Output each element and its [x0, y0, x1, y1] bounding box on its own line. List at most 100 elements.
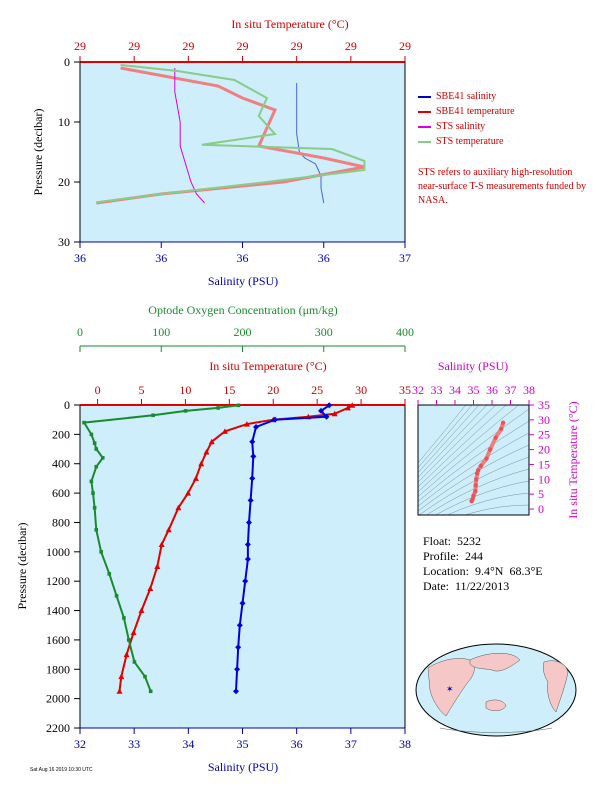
temperature-point — [118, 673, 125, 680]
density-contour — [464, 504, 529, 515]
salinity-point — [323, 413, 330, 420]
ts-point — [478, 463, 484, 469]
y-tick-label: 1800 — [46, 662, 70, 676]
density-contour — [418, 456, 529, 515]
temperature-point — [123, 651, 130, 658]
x-tick-label: 37 — [345, 737, 357, 751]
ts-x-tick-label: 37 — [505, 383, 517, 397]
temperature-point — [154, 563, 161, 569]
temp-tick-label: 25 — [311, 383, 323, 397]
density-contour — [418, 444, 529, 512]
footer-timestamp: Sat Aug 16 2019 10:30 UTC — [30, 767, 93, 773]
ts-temperature-title: In situ Temperature (°C) — [566, 401, 580, 518]
legend-swatch-sbe41-salinity — [418, 95, 431, 98]
oxygen-point — [122, 616, 126, 620]
temp-tick-label: 5 — [138, 383, 144, 397]
salinity-point — [318, 407, 325, 414]
temperature-point — [208, 438, 215, 445]
salinity-point — [253, 424, 260, 431]
temperature-point — [138, 607, 145, 614]
salinity-point — [242, 578, 249, 585]
temp-tick-label: 30 — [355, 383, 367, 397]
ts-x-tick-label: 35 — [468, 383, 480, 397]
oxygen-point — [107, 572, 112, 576]
temperature-point — [344, 404, 351, 411]
top-tick-label: 29 — [291, 39, 303, 53]
full-profile-plot-area — [80, 405, 405, 728]
salinity-axis-title-2: Salinity (PSU) — [208, 760, 278, 774]
oxygen-point — [99, 550, 103, 554]
salinity-profile-line — [235, 404, 330, 692]
y-tick-label: 800 — [52, 515, 70, 529]
temperature-point — [198, 460, 205, 467]
y-tick-label: 1400 — [46, 604, 70, 618]
oxygen-point — [89, 432, 94, 437]
ts-y-tick-label: 0 — [538, 502, 544, 516]
ts-point — [499, 426, 504, 431]
oxygen-point — [126, 638, 131, 642]
full-profile-ticks: 0200400600800100012001400160018002000220… — [46, 325, 414, 751]
x-tick-label: 37 — [399, 251, 411, 265]
oxygen-axis-title: Optode Oxygen Concentration (μm/kg) — [148, 303, 337, 317]
map-land-asia — [469, 653, 521, 672]
temperature-point — [158, 541, 165, 547]
info-float: Float: 5232 — [423, 534, 482, 548]
oxygen-tick-label: 200 — [234, 325, 252, 339]
ts-x-tick-label: 36 — [486, 383, 498, 397]
salinity-point — [249, 475, 256, 482]
legend-item: SBE41 temperature — [418, 106, 515, 120]
density-contour — [418, 432, 529, 507]
x-tick-label: 36 — [318, 251, 330, 265]
density-contour — [418, 405, 497, 483]
temperature-point — [147, 585, 154, 592]
ts-x-tick-label: 33 — [431, 383, 443, 397]
x-tick-label: 32 — [74, 737, 86, 751]
oxygen-tick-label: 400 — [396, 325, 414, 339]
legend-label: SBE41 temperature — [436, 106, 515, 117]
salinity-point — [239, 600, 246, 607]
ts-point — [469, 498, 474, 504]
info-profile: Profile: 244 — [423, 549, 483, 563]
y-tick-label: 1200 — [46, 574, 70, 588]
temperature-point — [175, 504, 182, 511]
x-tick-label: 36 — [155, 251, 167, 265]
map-land-africa-eurasia — [427, 658, 475, 717]
top-tick-label: 29 — [128, 39, 140, 53]
location-map: ✶ — [415, 643, 577, 737]
salinity-point — [235, 644, 242, 651]
legend-item: SBE41 salinity — [418, 91, 496, 105]
top-tick-label: 29 — [237, 39, 249, 53]
near-surface-plot-area — [80, 62, 405, 242]
sts-note: STS refers to auxiliary high-resolution … — [418, 167, 587, 206]
ts-x-tick-label: 34 — [449, 383, 461, 397]
near-surface-series — [96, 64, 366, 205]
map-land-americas — [542, 660, 569, 713]
temperature-axis-title-2: In situ Temperature (°C) — [209, 359, 326, 373]
y-tick-label: 2200 — [46, 721, 70, 735]
ts-point — [473, 489, 478, 494]
ts-point — [484, 456, 489, 461]
x-tick-label: 33 — [128, 737, 140, 751]
temp-tick-label: 10 — [179, 383, 191, 397]
oxygen-point — [94, 464, 99, 469]
ts-point — [493, 435, 498, 440]
oxygen-point — [92, 441, 97, 445]
oxygen-tick-label: 100 — [152, 325, 170, 339]
ts-y-tick-label: 15 — [538, 457, 550, 471]
salinity-point — [244, 541, 251, 548]
oxygen-point — [100, 456, 105, 460]
salinity-axis-title: Salinity (PSU) — [208, 274, 278, 288]
density-contour — [418, 405, 480, 473]
temperature-point — [185, 490, 192, 496]
y-tick-label: 0 — [64, 398, 70, 412]
temperature-point — [116, 688, 123, 694]
temperature-point — [192, 475, 199, 481]
oxygen-point — [148, 689, 153, 694]
temperature-point — [203, 448, 210, 455]
y-tick-label: 200 — [52, 427, 70, 441]
ts-point — [473, 483, 478, 488]
salinity-point — [250, 453, 257, 460]
float-location-marker: ✶ — [446, 684, 454, 694]
